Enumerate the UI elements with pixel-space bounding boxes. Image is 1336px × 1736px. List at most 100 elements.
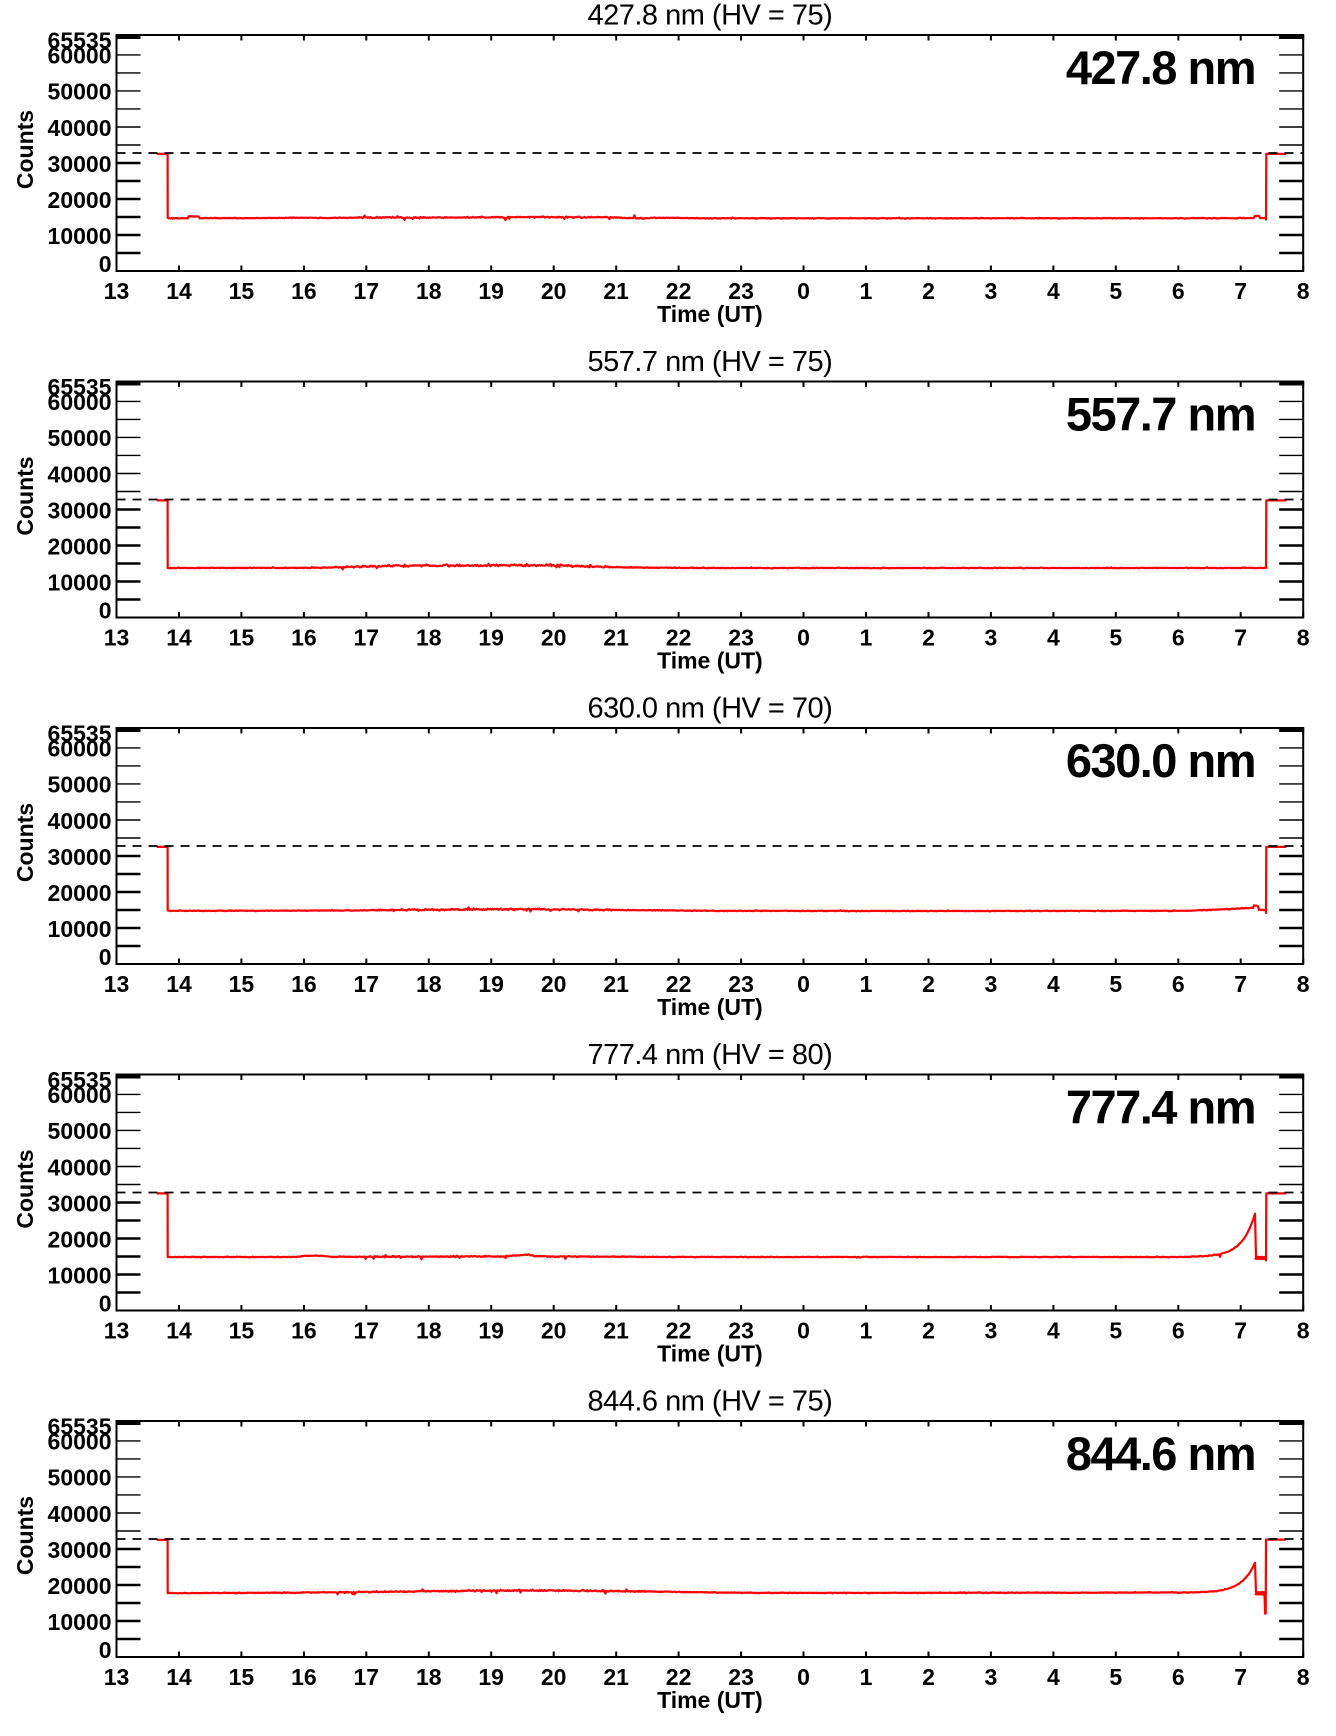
svg-text:0: 0 bbox=[797, 1664, 810, 1690]
svg-text:0: 0 bbox=[797, 971, 810, 997]
svg-text:40000: 40000 bbox=[48, 115, 112, 141]
svg-text:30000: 30000 bbox=[48, 151, 112, 177]
svg-text:Counts: Counts bbox=[12, 803, 38, 882]
svg-text:14: 14 bbox=[166, 625, 192, 651]
svg-text:0: 0 bbox=[797, 278, 810, 304]
svg-text:20000: 20000 bbox=[48, 1573, 112, 1599]
svg-text:557.7 nm: 557.7 nm bbox=[1066, 388, 1255, 441]
svg-text:6: 6 bbox=[1172, 1318, 1185, 1344]
svg-text:4: 4 bbox=[1047, 971, 1060, 997]
svg-text:3: 3 bbox=[985, 1318, 998, 1344]
svg-text:844.6 nm: 844.6 nm bbox=[1066, 1427, 1255, 1480]
svg-text:3: 3 bbox=[985, 625, 998, 651]
svg-text:65535: 65535 bbox=[48, 28, 112, 54]
svg-text:23: 23 bbox=[728, 278, 754, 304]
svg-text:16: 16 bbox=[291, 278, 317, 304]
svg-text:10000: 10000 bbox=[48, 1262, 112, 1288]
svg-text:50000: 50000 bbox=[48, 425, 112, 451]
svg-text:1: 1 bbox=[860, 971, 873, 997]
svg-text:13: 13 bbox=[104, 278, 130, 304]
svg-text:3: 3 bbox=[985, 278, 998, 304]
svg-text:30000: 30000 bbox=[48, 1537, 112, 1563]
svg-text:6: 6 bbox=[1172, 278, 1185, 304]
svg-text:14: 14 bbox=[166, 1318, 192, 1344]
svg-text:60000: 60000 bbox=[48, 736, 112, 762]
svg-text:5: 5 bbox=[1109, 1664, 1122, 1690]
svg-text:0: 0 bbox=[99, 598, 112, 624]
svg-text:630.0 nm (HV = 70): 630.0 nm (HV = 70) bbox=[587, 693, 832, 725]
svg-text:17: 17 bbox=[354, 625, 380, 651]
svg-text:50000: 50000 bbox=[48, 1118, 112, 1144]
svg-text:65535: 65535 bbox=[48, 721, 112, 747]
svg-text:18: 18 bbox=[416, 278, 442, 304]
svg-text:30000: 30000 bbox=[48, 497, 112, 523]
svg-text:17: 17 bbox=[354, 971, 380, 997]
svg-text:15: 15 bbox=[229, 625, 255, 651]
svg-text:6: 6 bbox=[1172, 1664, 1185, 1690]
svg-text:20: 20 bbox=[541, 625, 567, 651]
svg-text:Counts: Counts bbox=[12, 1149, 38, 1228]
svg-text:60000: 60000 bbox=[48, 43, 112, 69]
svg-text:1: 1 bbox=[860, 1664, 873, 1690]
svg-text:16: 16 bbox=[291, 625, 317, 651]
svg-text:0: 0 bbox=[99, 251, 112, 277]
svg-text:6: 6 bbox=[1172, 971, 1185, 997]
svg-text:7: 7 bbox=[1234, 278, 1247, 304]
svg-text:30000: 30000 bbox=[48, 844, 112, 870]
svg-text:14: 14 bbox=[166, 1664, 192, 1690]
svg-text:14: 14 bbox=[166, 278, 192, 304]
svg-text:Time (UT): Time (UT) bbox=[657, 648, 763, 674]
svg-text:20000: 20000 bbox=[48, 880, 112, 906]
svg-text:Counts: Counts bbox=[12, 110, 38, 189]
svg-text:19: 19 bbox=[478, 1318, 504, 1344]
svg-text:19: 19 bbox=[478, 1664, 504, 1690]
svg-text:427.8 nm: 427.8 nm bbox=[1066, 41, 1255, 94]
svg-text:15: 15 bbox=[229, 971, 255, 997]
svg-text:Time (UT): Time (UT) bbox=[657, 1341, 763, 1367]
svg-text:40000: 40000 bbox=[48, 1154, 112, 1180]
svg-text:0: 0 bbox=[797, 625, 810, 651]
svg-text:Time (UT): Time (UT) bbox=[657, 994, 763, 1020]
svg-text:7: 7 bbox=[1234, 1318, 1247, 1344]
svg-text:1: 1 bbox=[860, 625, 873, 651]
svg-text:21: 21 bbox=[603, 971, 629, 997]
svg-text:2: 2 bbox=[922, 625, 935, 651]
svg-text:8: 8 bbox=[1297, 1664, 1310, 1690]
svg-text:23: 23 bbox=[728, 1664, 754, 1690]
svg-text:777.4 nm (HV = 80): 777.4 nm (HV = 80) bbox=[587, 1039, 832, 1071]
svg-text:15: 15 bbox=[229, 1318, 255, 1344]
svg-text:4: 4 bbox=[1047, 625, 1060, 651]
svg-text:4: 4 bbox=[1047, 1318, 1060, 1344]
svg-text:40000: 40000 bbox=[48, 1501, 112, 1527]
svg-text:21: 21 bbox=[603, 1318, 629, 1344]
svg-text:19: 19 bbox=[478, 971, 504, 997]
svg-text:18: 18 bbox=[416, 1318, 442, 1344]
svg-text:13: 13 bbox=[104, 625, 130, 651]
svg-text:8: 8 bbox=[1297, 625, 1310, 651]
svg-text:7: 7 bbox=[1234, 1664, 1247, 1690]
svg-text:14: 14 bbox=[166, 971, 192, 997]
svg-text:10000: 10000 bbox=[48, 1609, 112, 1635]
svg-text:21: 21 bbox=[603, 1664, 629, 1690]
svg-text:20: 20 bbox=[541, 278, 567, 304]
svg-text:50000: 50000 bbox=[48, 1465, 112, 1491]
svg-text:5: 5 bbox=[1109, 278, 1122, 304]
svg-text:10000: 10000 bbox=[48, 223, 112, 249]
svg-text:2: 2 bbox=[922, 971, 935, 997]
svg-text:3: 3 bbox=[985, 1664, 998, 1690]
svg-text:23: 23 bbox=[728, 1318, 754, 1344]
svg-text:60000: 60000 bbox=[48, 1429, 112, 1455]
svg-text:22: 22 bbox=[666, 625, 692, 651]
svg-text:13: 13 bbox=[104, 1318, 130, 1344]
svg-text:0: 0 bbox=[797, 1318, 810, 1344]
svg-text:3: 3 bbox=[985, 971, 998, 997]
svg-text:65535: 65535 bbox=[48, 1414, 112, 1440]
svg-text:7: 7 bbox=[1234, 625, 1247, 651]
svg-text:1: 1 bbox=[860, 1318, 873, 1344]
svg-text:16: 16 bbox=[291, 1318, 317, 1344]
svg-text:17: 17 bbox=[354, 278, 380, 304]
svg-text:4: 4 bbox=[1047, 1664, 1060, 1690]
svg-text:21: 21 bbox=[603, 625, 629, 651]
svg-text:13: 13 bbox=[104, 1664, 130, 1690]
svg-text:20000: 20000 bbox=[48, 533, 112, 559]
